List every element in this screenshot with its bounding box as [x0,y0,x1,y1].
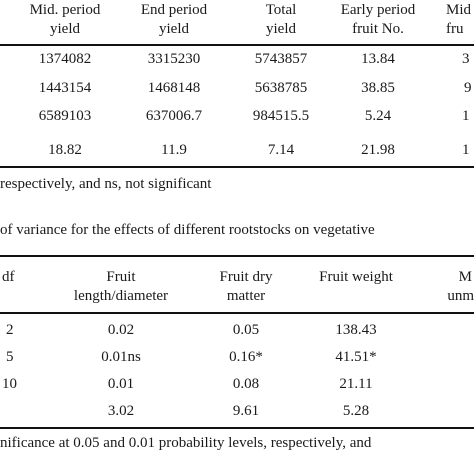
t2-header-text: Fruit [106,269,136,285]
t1-cell: 7.14 [267,142,295,158]
t2-header-unmarketable: M unm [430,268,474,306]
t1-cell: 1 [462,142,470,158]
t1-header-mid-fruit: Mid fru [446,1,471,39]
t1-header-text: yield [50,21,80,37]
t2-header-rule [0,312,474,314]
t1-cell: 1 [462,108,470,124]
t2-footnote: nificance at 0.05 and 0.01 probability l… [0,435,372,451]
t1-cell: 9 [464,80,472,96]
t1-cell: 18.82 [48,142,82,158]
t1-header-rule [0,44,474,46]
t2-header-fruit-dry-matter: Fruit dry matter [196,268,296,306]
t2-cell: 5.28 [342,403,370,419]
t2-bottom-rule [0,427,474,429]
t1-cell: 1443154 [38,80,92,96]
t2-header-df: df [2,268,15,287]
t1-header-text: End period [140,2,208,18]
t1-header-text: yield [159,21,189,37]
t2-header-fruit-weight: Fruit weight [300,268,412,287]
t2-cell: 21.11 [339,376,373,392]
t1-header-text: Mid [446,2,472,18]
t1-header-text: yield [266,21,296,37]
t1-cell: 3 [462,51,470,67]
t1-header-text: fruit No. [352,21,404,37]
t2-header-text: df [2,269,15,285]
t2-cell: 0.02 [107,322,135,338]
t2-cell: 5 [6,349,14,365]
t1-cell: 5743857 [254,51,308,67]
t1-cell: 5.24 [364,108,392,124]
t2-top-rule [0,255,474,257]
t1-header-text: fru [446,21,464,37]
t1-cell: 6589103 [38,108,92,124]
t1-cell: 38.85 [361,80,395,96]
t2-header-text: length/diameter [73,288,169,304]
t1-header-mid-period-yield: Mid. period yield [10,1,120,39]
t1-footnote: respectively, and ns, not significant [0,176,212,192]
t1-cell: 21.98 [361,142,395,158]
t2-cell: 2 [6,322,14,338]
t1-header-total-yield: Total yield [226,1,336,39]
t2-header-text: Fruit dry [219,269,273,285]
t1-cell: 1374082 [38,51,92,67]
t2-header-text: M [458,269,472,285]
t2-cell: 10 [2,376,17,392]
t1-bottom-rule [0,166,474,168]
t2-header-text: unm [447,288,474,304]
t1-header-text: Total [265,2,297,18]
t2-caption: of variance for the effects of different… [0,222,375,238]
t1-cell: 3315230 [147,51,201,67]
t1-header-early-period-fruit-no: Early period fruit No. [318,1,438,39]
t2-cell: 41.51* [335,349,377,365]
t1-cell: 5638785 [254,80,308,96]
t2-header-fruit-length-diameter: Fruit length/diameter [56,268,186,306]
t2-cell: 0.01 [107,376,135,392]
t2-cell: 3.02 [107,403,135,419]
t2-header-text: matter [226,288,266,304]
t1-cell: 13.84 [361,51,395,67]
t2-header-text: Fruit weight [319,269,393,285]
t2-cell: 0.08 [232,376,260,392]
t1-cell: 984515.5 [252,108,310,124]
t1-header-text: Early period [340,2,416,18]
t2-cell: 0.01ns [101,349,141,365]
t1-header-end-period-yield: End period yield [118,1,230,39]
t2-cell: 138.43 [335,322,377,338]
t1-cell: 637006.7 [145,108,203,124]
t1-cell: 1468148 [147,80,201,96]
t2-cell: 0.05 [232,322,260,338]
t2-cell: 9.61 [232,403,260,419]
t1-header-text: Mid. period [29,2,101,18]
t1-cell: 11.9 [161,142,187,158]
t2-cell: 0.16* [229,349,263,365]
